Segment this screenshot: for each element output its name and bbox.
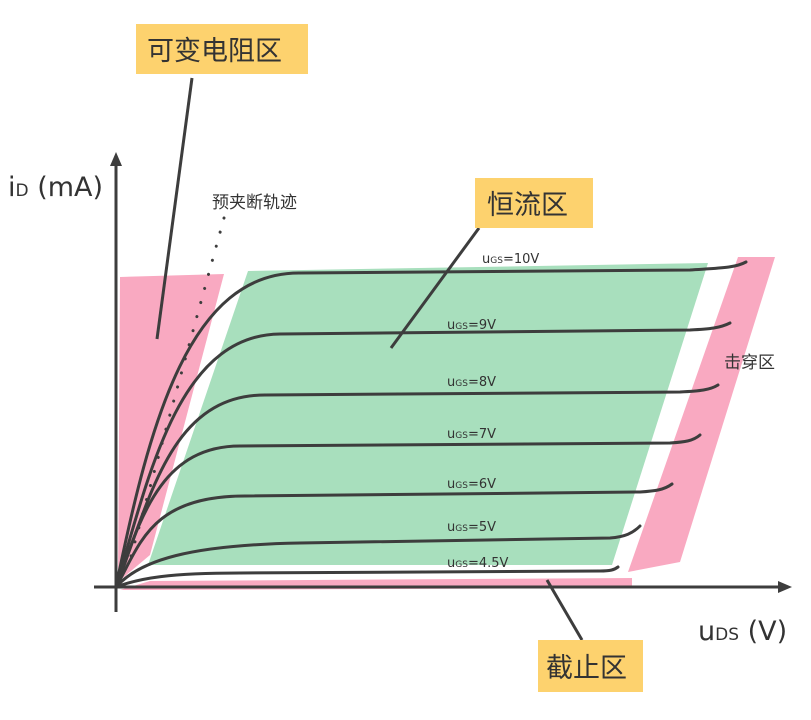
curve-ugs-9v [114, 321, 732, 589]
variable-resistance-pointer [155, 77, 194, 340]
cutoff-pointer [545, 579, 584, 641]
curve-ugs-4.5v [114, 565, 620, 589]
constant-current-pointer [389, 227, 481, 349]
variable-resistance-region [118, 274, 224, 582]
cutoff-label: 截止区 [546, 653, 627, 684]
curve-label-4.5v: uGS=4.5V [447, 556, 509, 571]
curve-ugs-7v [114, 433, 702, 589]
constant-current-region [148, 263, 708, 565]
y-axis-label: iD (mA) [8, 172, 103, 203]
cutoff-label-box [538, 640, 643, 692]
curve-label-8v: uGS=8V [447, 375, 496, 390]
curve-label-7v: uGS=7V [447, 427, 496, 442]
curve-ugs-6v [114, 482, 674, 589]
breakdown-region [628, 257, 775, 572]
variable-resistance-label: 可变电阻区 [147, 36, 282, 67]
pinch-off-trace [128, 216, 226, 562]
curve-label-6v: uGS=6V [447, 477, 496, 492]
curve-ugs-5v [114, 524, 642, 589]
curve-label-9v: uGS=9V [447, 318, 496, 333]
constant-current-label-box [475, 178, 593, 228]
curve-label-10v: uGS=10V [482, 252, 539, 267]
pinch-off-trace-label: 预夹断轨迹 [212, 193, 297, 213]
x-axis-label: uDS (V) [698, 616, 787, 647]
curve-ugs-10v [114, 260, 748, 589]
curve-label-5v: uGS=5V [447, 520, 496, 535]
breakdown-label: 击穿区 [724, 353, 775, 373]
y-axis-arrow-icon [110, 152, 122, 166]
x-axis-arrow-icon [778, 581, 792, 593]
constant-current-label: 恒流区 [487, 190, 568, 221]
variable-resistance-label-box [136, 24, 308, 74]
